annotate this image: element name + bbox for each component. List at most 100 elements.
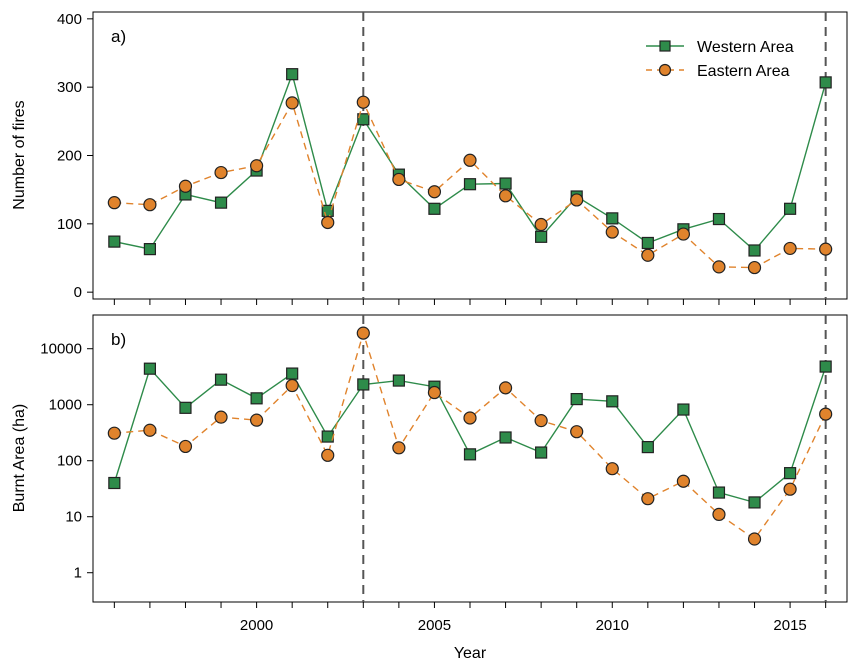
- panel-a-y-tick-label: 400: [57, 11, 82, 28]
- panel-a-eastern-point: [250, 159, 264, 173]
- panel-a-eastern-point: [498, 189, 513, 203]
- panel-a-number-of-fires: 0 100 200 300 400 a) Number of fires Western…: [11, 11, 848, 305]
- panel-b-eastern-point: [285, 378, 299, 393]
- panel-a-y-tick-label: 200: [57, 148, 82, 165]
- panel-b-western-point: [641, 441, 654, 454]
- panel-b-western-point: [712, 486, 726, 499]
- panel-b-eastern-point: [107, 426, 121, 440]
- legend-eastern-label: Eastern Area: [697, 63, 790, 80]
- panel-b-eastern-point: [178, 439, 193, 454]
- panel-a-western-point: [357, 113, 370, 126]
- panel-b-series: [107, 326, 833, 546]
- panel-b-burnt-area: 1 10 100 1000 10000 2000 2005 2010 2015 b) Burn…: [11, 314, 848, 662]
- panel-b-eastern-point: [392, 441, 406, 455]
- panel-b-western-point: [677, 403, 690, 416]
- legend-entry-eastern: Eastern Area: [646, 63, 790, 80]
- panel-b-eastern-point: [605, 462, 619, 476]
- panel-a-x-ticks: [113, 299, 827, 305]
- legend: Western Area Eastern Area: [646, 39, 794, 80]
- panel-b-x-tick-label: 2015: [773, 617, 806, 634]
- panel-b-eastern-point: [498, 381, 513, 395]
- panel-a-eastern-point: [783, 241, 797, 256]
- panel-b-western-point: [463, 448, 477, 461]
- panel-b-label: b): [111, 330, 126, 349]
- panel-b-western-point: [783, 467, 797, 480]
- panel-a-western-point: [143, 243, 157, 256]
- panel-b-eastern-point: [676, 474, 690, 488]
- panel-b-y-tick-label: 1: [74, 565, 82, 582]
- x-axis-title: Year: [454, 645, 487, 662]
- panel-a-eastern-point: [819, 242, 833, 256]
- legend-western-label: Western Area: [697, 39, 794, 56]
- panel-a-eastern-point: [356, 95, 370, 109]
- panel-b-eastern-point: [534, 414, 548, 428]
- panel-a-western-point: [286, 68, 299, 81]
- panel-a-western-point: [712, 212, 726, 226]
- panel-a-y-tick-label: 300: [57, 79, 82, 96]
- panel-b-y-axis: 1 10 100 1000 10000: [40, 341, 93, 582]
- panel-b-western-point: [570, 392, 583, 406]
- panel-b-eastern-point: [747, 532, 762, 546]
- panel-a-eastern-point: [321, 215, 335, 230]
- panel-a-eastern-point: [570, 193, 584, 207]
- panel-a-western-point: [214, 196, 228, 209]
- panel-a-eastern-point: [427, 185, 442, 199]
- panel-a-eastern-point: [463, 153, 477, 167]
- panel-b-western-point: [392, 374, 405, 387]
- legend-entry-western: Western Area: [646, 39, 794, 56]
- panel-b-eastern-point: [712, 507, 726, 521]
- panel-a-eastern-point: [641, 248, 655, 262]
- panel-b-y-tick-label: 1000: [49, 397, 82, 414]
- panel-b-western-line: [113, 366, 827, 504]
- panel-a-western-point: [499, 177, 512, 190]
- panel-b-eastern-point: [214, 410, 228, 424]
- panel-a-y-axis-title: Number of fires: [11, 100, 28, 209]
- panel-a-western-point: [606, 212, 619, 225]
- panel-a-western-point: [535, 230, 548, 243]
- panel-b-western-point: [606, 395, 619, 408]
- panel-b-western-point: [286, 367, 299, 380]
- panel-a-eastern-point: [107, 196, 121, 210]
- panel-b-western-point: [748, 496, 761, 509]
- panel-b-western-point: [250, 392, 263, 405]
- panel-b-eastern-point: [250, 413, 264, 427]
- panel-a-western-point: [819, 76, 832, 89]
- panel-a-eastern-point: [143, 198, 157, 212]
- panel-b-y-tick-label: 10000: [40, 341, 82, 358]
- panel-a-series: [107, 68, 833, 275]
- panel-b-eastern-point: [783, 482, 797, 496]
- panel-a-y-tick-label: 100: [57, 216, 82, 233]
- panel-a-eastern-point: [214, 165, 228, 180]
- panel-a-label: a): [111, 27, 126, 46]
- panel-b-eastern-point: [819, 407, 833, 421]
- panel-a-eastern-point: [712, 260, 726, 274]
- panel-b-western-point: [108, 476, 121, 490]
- panel-b-western-point: [357, 378, 370, 391]
- panel-a-western-point: [463, 178, 477, 191]
- panel-a-reference-lines: [362, 12, 827, 299]
- panel-b-x-tick-label: 2010: [596, 617, 629, 634]
- panel-b-y-tick-label: 10: [65, 509, 82, 526]
- panel-a-eastern-point: [747, 260, 762, 275]
- panel-a-y-tick-label: 0: [74, 284, 82, 301]
- panel-a-eastern-point: [605, 225, 619, 239]
- panel-b-y-tick-label: 100: [57, 453, 82, 470]
- panel-a-western-point: [641, 236, 654, 250]
- panel-b-eastern-point: [143, 423, 157, 437]
- panel-b-western-point: [179, 401, 192, 414]
- panel-a-eastern-point: [178, 179, 193, 193]
- panel-b-western-point: [499, 431, 512, 444]
- panel-a-eastern-point: [534, 217, 548, 232]
- panel-b-eastern-point: [356, 326, 370, 340]
- panel-a-eastern-point: [392, 172, 406, 187]
- panel-b-eastern-point: [427, 385, 442, 400]
- panel-a-western-point: [783, 202, 797, 215]
- panel-b-reference-lines: [362, 315, 827, 602]
- panel-b-x-tick-label: 2005: [418, 617, 451, 634]
- panel-b-y-axis-title: Burnt Area (ha): [11, 404, 28, 513]
- panel-a-western-point: [428, 202, 441, 215]
- panel-a-eastern-point: [676, 227, 690, 241]
- panel-a-eastern-point: [285, 96, 299, 110]
- panel-b-western-point: [214, 373, 228, 386]
- panel-b-western-point: [143, 362, 157, 375]
